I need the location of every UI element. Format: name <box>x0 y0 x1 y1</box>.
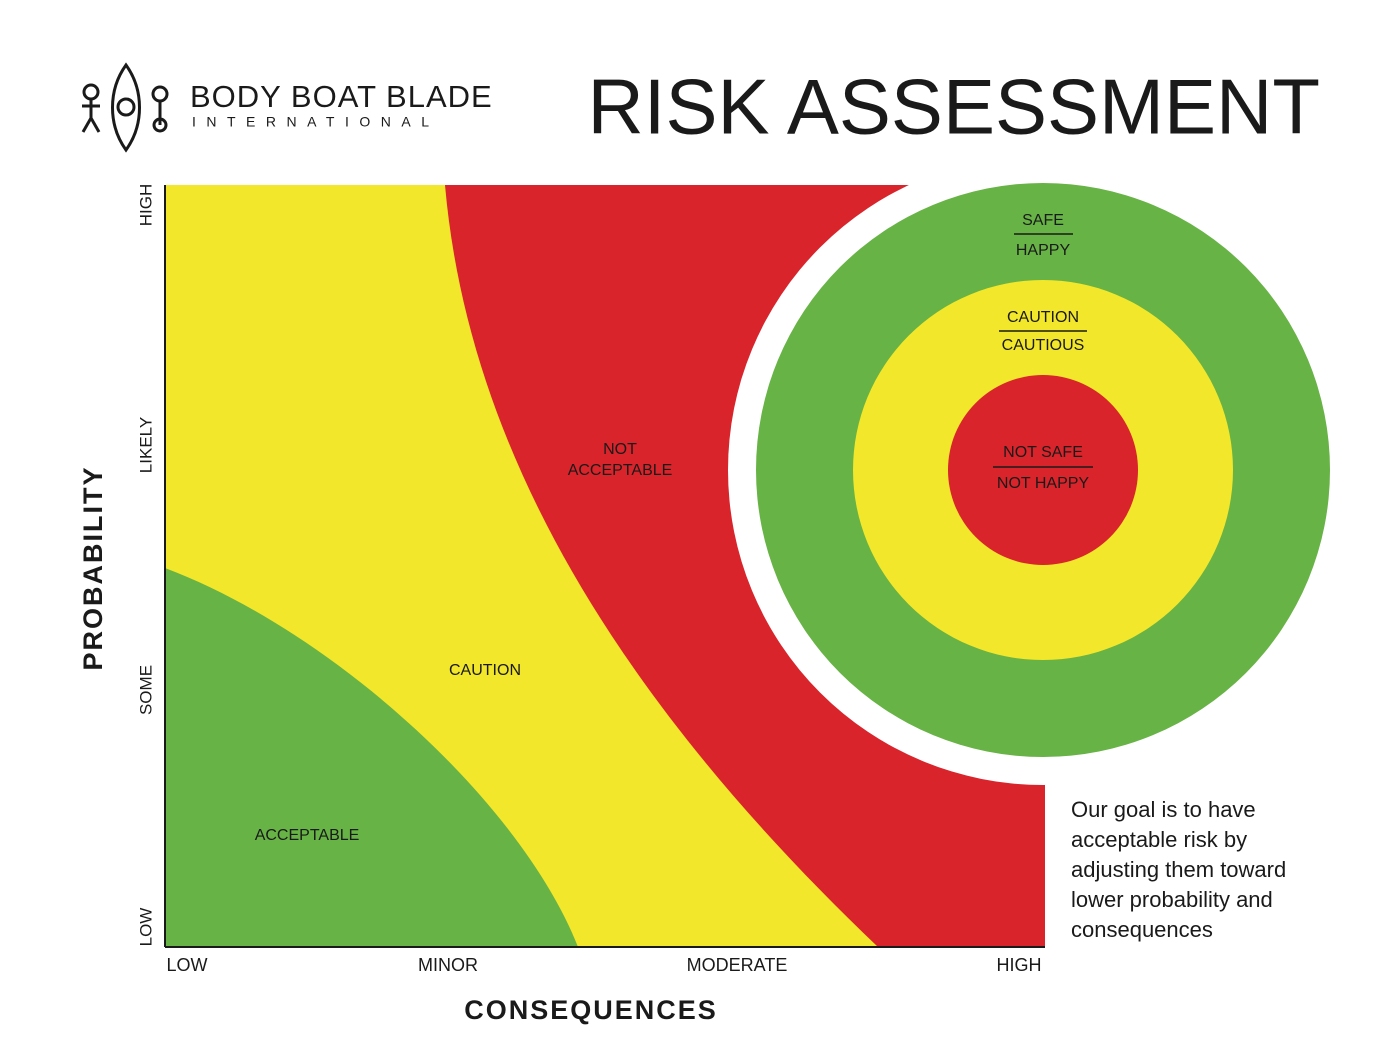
x-tick-label: LOW <box>166 955 207 975</box>
logo-name: BODY BOAT BLADE <box>190 79 493 114</box>
title: RISK ASSESSMENT <box>587 63 1320 151</box>
note: Our goal is to have acceptable risk by a… <box>1071 797 1287 942</box>
x-tick-label: MINOR <box>418 955 478 975</box>
x-axis-label: CONSEQUENCES <box>464 995 718 1025</box>
y-tick-label: HIGH <box>136 184 155 227</box>
target-label: NOT HAPPY <box>997 475 1090 492</box>
target-label: CAUTION <box>1007 309 1079 326</box>
zone-label: CAUTION <box>449 662 521 679</box>
y-tick-label: LIKELY <box>136 417 155 473</box>
target-inner <box>948 375 1138 565</box>
y-tick-label: LOW <box>136 908 155 947</box>
zone-label: NOT ACCEPTABLE <box>567 441 673 479</box>
target-label: NOT SAFE <box>1003 444 1083 461</box>
acceptable-zone <box>165 568 578 947</box>
target-label: CAUTIOUS <box>1002 337 1085 354</box>
logo-icon <box>81 62 169 153</box>
y-axis-label: PROBABILITY <box>78 465 108 670</box>
logo-subtitle: INTERNATIONAL <box>192 114 439 130</box>
x-tick-label: HIGH <box>997 955 1042 975</box>
zone-label: ACCEPTABLE <box>254 827 360 844</box>
y-tick-label: SOME <box>136 665 155 715</box>
target-label: HAPPY <box>1016 242 1071 259</box>
x-tick-label: MODERATE <box>687 955 788 975</box>
target-label: SAFE <box>1022 212 1064 229</box>
